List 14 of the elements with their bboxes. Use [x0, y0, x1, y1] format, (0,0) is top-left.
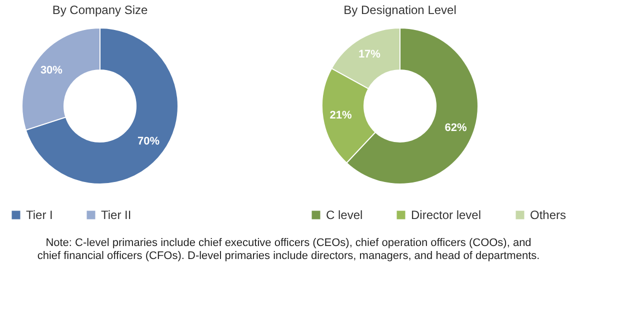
chart-title: By Company Size — [52, 3, 148, 17]
data-label: 70% — [138, 135, 160, 148]
legend-label: Tier II — [101, 208, 132, 222]
text: Note: C-level primaries include chief executive officers (CEOs), chief operation officers (COOs), and chief financial officers (CFOs). D-level primaries include directors, managers, and head of departments. — [37, 237, 540, 262]
data-label: 62% — [444, 122, 468, 134]
data-label: 17% — [358, 48, 381, 60]
donut-slice — [25, 28, 178, 184]
data-label: 21% — [330, 109, 352, 122]
chart-title: By Designation Level — [344, 3, 456, 17]
legend-label: Director level — [411, 208, 482, 222]
legend-label: C level — [326, 208, 363, 222]
legend-label: Tier I — [26, 208, 53, 222]
legend-label: Others — [530, 208, 566, 222]
data-label: 30% — [40, 64, 63, 77]
